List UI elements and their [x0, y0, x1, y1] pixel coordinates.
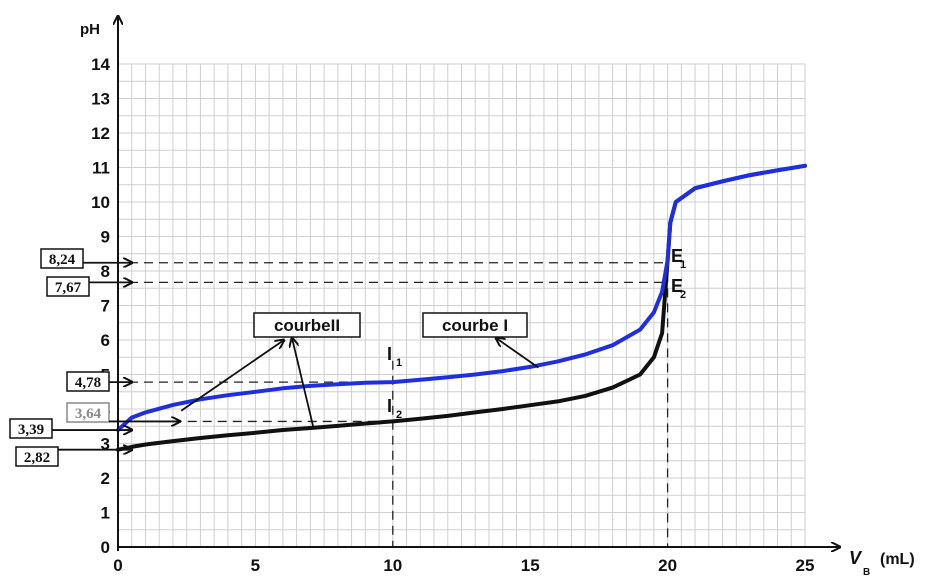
- y-tick-label: 13: [91, 90, 110, 109]
- x-tick-label: 0: [113, 556, 122, 575]
- boxed-value-text: 7,67: [55, 280, 82, 296]
- boxed-value-text: 3,64: [75, 406, 102, 422]
- y-tick-label: 0: [101, 538, 110, 557]
- boxed-value-text: 2,82: [24, 450, 50, 466]
- curve-label-box: [253, 312, 361, 338]
- boxed-value-box: [46, 276, 90, 297]
- y-tick-label: 2: [101, 469, 110, 488]
- boxed-value-3,64: 3,64: [66, 402, 180, 423]
- point-label-main: E: [671, 276, 683, 296]
- boxed-value-text: 3,39: [18, 422, 44, 438]
- boxed-value-4,78: 4,78: [66, 371, 132, 392]
- boxed-value-2,82: 2,82: [15, 446, 132, 467]
- boxed-value-box: [40, 248, 84, 269]
- boxed-value-8,24: 8,24: [40, 248, 132, 269]
- curve-label-arrow: [180, 340, 284, 412]
- y-tick-label: 12: [91, 124, 110, 143]
- y-tick-label: 1: [101, 504, 110, 523]
- svg-text:(mL): (mL): [880, 551, 915, 568]
- y-tick-label: 9: [101, 228, 110, 247]
- point-label-main: I: [387, 396, 392, 416]
- boxed-value-7,67: 7,67: [46, 276, 132, 297]
- point-label-sub: 2: [680, 289, 686, 301]
- curve-label-box: [422, 312, 528, 338]
- series-courbe-i: [116, 163, 807, 432]
- svg-text:B: B: [863, 567, 870, 578]
- annotations: 8,24 7,67 4,78 3,64 3,39 2,82 courbeII courbe I…: [9, 246, 686, 467]
- y-tick-label: 14: [91, 55, 110, 74]
- point-label-E1: E1: [671, 246, 686, 271]
- y-tick-label: 10: [91, 193, 110, 212]
- boxed-value-box: [9, 418, 53, 439]
- curve-label-arrow: [292, 338, 314, 427]
- curve-label-courbe-I: courbe I: [422, 312, 539, 369]
- curve-label-text: courbe I: [442, 316, 508, 335]
- guide-lines: [128, 243, 669, 547]
- svg-text:V: V: [849, 548, 863, 568]
- point-label-E2: E2: [671, 276, 686, 301]
- boxed-value-box: [15, 446, 59, 467]
- y-tick-label: 3: [101, 435, 110, 454]
- boxed-value-3,39: 3,39: [9, 418, 132, 439]
- x-tick-label: 5: [251, 556, 260, 575]
- boxed-value-text: 8,24: [49, 252, 76, 268]
- point-label-main: I: [387, 344, 392, 364]
- curve-label-courbeII: courbeII: [180, 312, 361, 427]
- curves: [116, 163, 807, 452]
- y-axis-label: pH: [80, 21, 100, 38]
- boxed-value-text: 4,78: [75, 375, 101, 391]
- y-tick-label: 7: [101, 297, 110, 316]
- grid: [117, 63, 806, 548]
- point-label-sub: 1: [680, 259, 686, 271]
- point-label-main: E: [671, 246, 683, 266]
- x-tick-label: 10: [383, 556, 402, 575]
- point-label-sub: 2: [396, 409, 402, 421]
- y-tick-label: 8: [101, 262, 110, 281]
- axes: [118, 16, 840, 551]
- point-label-sub: 1: [396, 357, 402, 369]
- x-tick-label: 15: [521, 556, 540, 575]
- y-tick-label: 11: [92, 159, 110, 178]
- boxed-value-box: [66, 402, 110, 423]
- x-tick-label: 20: [658, 556, 677, 575]
- x-tick-label: 25: [796, 556, 815, 575]
- x-axis-label: V B (mL): [849, 548, 915, 578]
- curve-label-arrow: [496, 338, 539, 369]
- curve-label-text: courbeII: [274, 316, 340, 335]
- y-tick-label: 6: [101, 331, 110, 350]
